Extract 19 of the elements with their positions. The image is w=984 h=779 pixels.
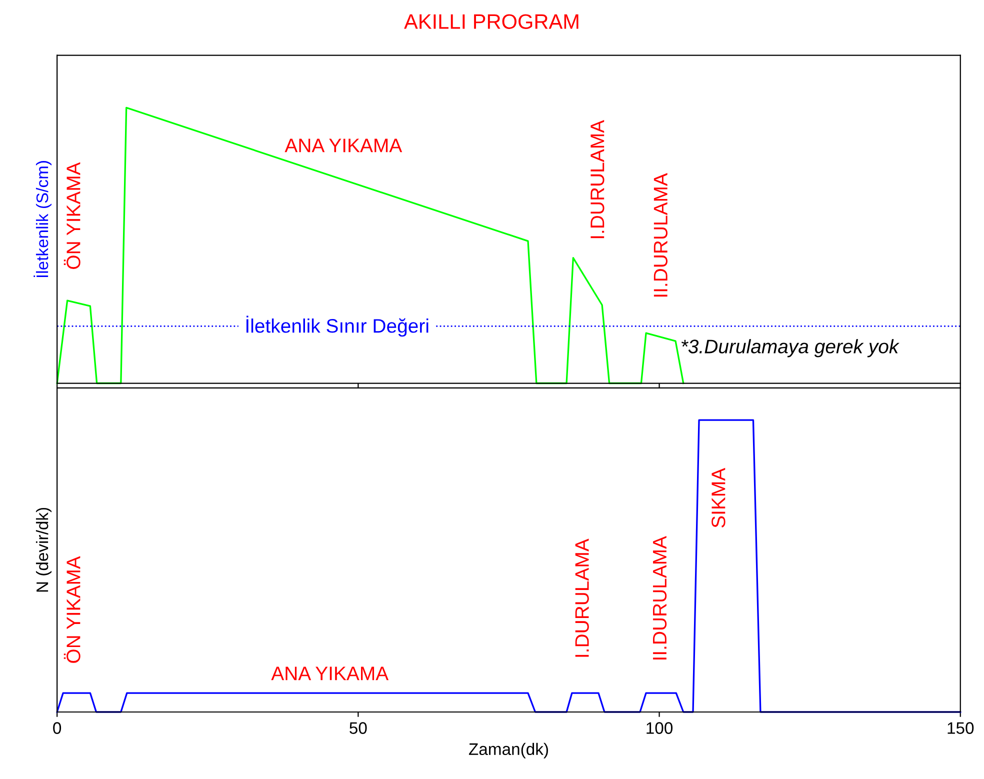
annotation: I.DURULAMA xyxy=(575,538,589,657)
x-tick-label: 150 xyxy=(948,722,974,734)
annotation: *3.Durulamaya gerek yok xyxy=(681,339,900,358)
ref-line-label: İletkenlik Sınır Değeri xyxy=(246,316,428,337)
annotation: II.DURULAMA xyxy=(653,536,667,660)
x-tick-label: 100 xyxy=(646,722,673,734)
x-tick-label: 0 xyxy=(53,722,62,734)
annotation: I.DURULAMA xyxy=(590,120,604,238)
annotation: SIKMA xyxy=(712,468,726,528)
x-axis-title: Zaman(dk) xyxy=(468,742,548,758)
annotation: ÖN YIKAMA xyxy=(64,556,80,663)
x-tick-label: 50 xyxy=(350,722,367,734)
annotation: ANA YIKAMA xyxy=(284,138,402,152)
annotation: II.DURULAMA xyxy=(654,173,668,297)
y-axis-title: N (devir/dk) xyxy=(36,508,52,592)
annotation: ANA YIKAMA xyxy=(271,666,389,680)
y-axis-title: İletkenlik (S/cm) xyxy=(34,161,52,278)
annotation: ÖN YIKAMA xyxy=(64,162,80,269)
chart-title: AKILLI PROGRAM xyxy=(404,14,578,29)
